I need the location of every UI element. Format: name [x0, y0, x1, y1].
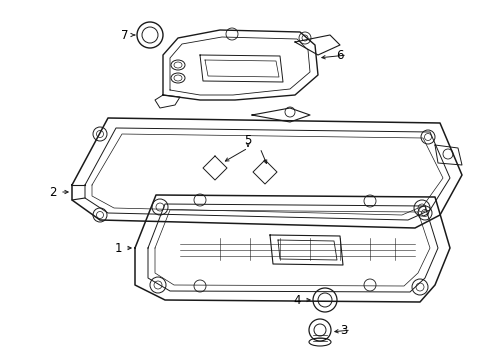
Text: 4: 4	[293, 293, 301, 306]
Text: 5: 5	[244, 134, 251, 147]
Text: 3: 3	[340, 324, 347, 337]
Text: 7: 7	[121, 28, 129, 41]
Text: 1: 1	[114, 242, 122, 255]
Text: 6: 6	[336, 49, 343, 62]
Text: 2: 2	[49, 185, 57, 198]
